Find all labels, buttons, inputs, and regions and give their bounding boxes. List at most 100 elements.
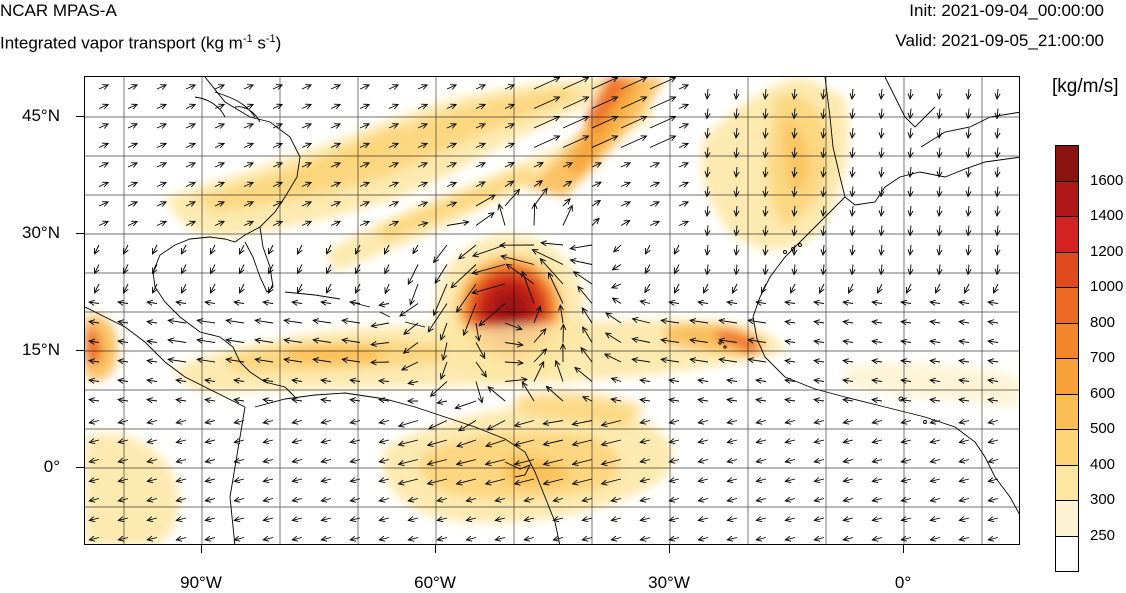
vector-arrow	[167, 357, 187, 364]
vector-arrow	[123, 244, 129, 255]
vector-arrow	[604, 332, 622, 343]
vector-arrow	[813, 319, 825, 326]
vector-arrow	[291, 457, 303, 464]
vector-arrow	[620, 162, 632, 168]
vector-arrow	[936, 108, 943, 120]
vector-arrow	[733, 244, 740, 256]
vector-arrow	[175, 496, 187, 503]
vector-arrow	[355, 283, 361, 294]
vector-arrow	[156, 181, 168, 188]
vector-arrow	[359, 220, 371, 227]
vector-arrow	[581, 396, 593, 402]
vector-arrow	[813, 358, 825, 365]
vector-arrow	[929, 319, 941, 326]
vector-arrow	[668, 438, 680, 445]
vector-arrow	[475, 212, 495, 226]
vector-arrow	[378, 418, 390, 425]
vector-arrow	[330, 162, 342, 168]
vector-arrow	[994, 108, 1001, 120]
vector-arrow	[791, 205, 798, 217]
vector-arrow	[523, 535, 535, 542]
colorbar-swatch	[1055, 180, 1079, 217]
vector-arrow	[243, 84, 255, 90]
vector-arrow	[370, 322, 390, 329]
vector-arrow	[254, 318, 274, 325]
vector-arrow	[88, 496, 100, 503]
vector-arrow	[936, 166, 943, 178]
vector-arrow	[733, 166, 740, 178]
vector-arrow	[907, 225, 914, 237]
vector-arrow	[446, 181, 458, 188]
vector-arrow	[494, 496, 506, 503]
vector-arrow	[417, 103, 429, 110]
vector-arrow	[936, 88, 943, 100]
vector-arrow	[545, 385, 564, 402]
vector-arrow	[384, 244, 390, 255]
vector-arrow	[446, 142, 458, 149]
vector-arrow	[849, 147, 856, 159]
vector-arrow	[146, 377, 158, 384]
vector-arrow	[639, 516, 651, 523]
vector-arrow	[475, 361, 487, 378]
vector-arrow	[156, 220, 168, 227]
vector-arrow	[542, 439, 564, 447]
vector-arrow	[552, 516, 564, 523]
vector-arrow	[388, 123, 400, 129]
vector-arrow	[156, 162, 168, 168]
vector-arrow	[958, 397, 970, 404]
vector-arrow	[475, 123, 487, 129]
vector-arrow	[755, 535, 767, 542]
vector-arrow	[117, 299, 129, 306]
vector-arrow	[813, 338, 825, 345]
vector-arrow	[791, 225, 798, 237]
vector-arrow	[370, 341, 390, 348]
colorbar-label: 600	[1090, 384, 1116, 402]
vector-arrow	[813, 397, 825, 404]
vector-arrow	[562, 198, 571, 207]
vector-arrow	[417, 181, 429, 188]
colorbar-swatch	[1055, 358, 1079, 395]
vector-arrow	[733, 205, 740, 217]
vector-arrow	[842, 319, 854, 326]
vector-arrow	[233, 438, 245, 445]
vector-arrow	[471, 264, 506, 275]
vector-arrow	[668, 477, 680, 484]
vector-arrow	[987, 516, 999, 523]
vector-arrow	[639, 477, 651, 484]
vector-arrow	[397, 459, 419, 467]
vector-arrow	[791, 264, 798, 276]
vector-arrow	[562, 135, 590, 148]
vector-arrow	[378, 535, 390, 542]
lon-tick-0	[903, 545, 904, 553]
vector-arrow	[644, 283, 651, 294]
vector-arrow	[341, 357, 361, 364]
vector-arrow	[591, 162, 603, 168]
vector-arrow	[704, 127, 711, 139]
vector-arrow	[204, 477, 216, 484]
vector-arrow	[320, 438, 332, 445]
vector-arrow	[704, 205, 711, 217]
vector-arrow	[146, 477, 158, 484]
vector-arrow	[146, 358, 158, 365]
vector-arrow	[196, 357, 216, 364]
vector-arrow	[929, 299, 941, 306]
vector-arrow	[262, 496, 274, 503]
vector-arrow	[755, 397, 767, 404]
vector-arrow	[660, 318, 680, 325]
vector-arrow	[842, 438, 854, 445]
ivt-vectors	[88, 77, 1001, 542]
vector-arrow	[475, 342, 486, 360]
vector-arrow	[704, 244, 711, 256]
vector-arrow	[127, 84, 139, 90]
vector-arrow	[791, 186, 798, 198]
vector-arrow	[878, 127, 885, 139]
vector-arrow	[649, 135, 677, 148]
colorbar-swatch	[1055, 322, 1079, 359]
vector-arrow	[349, 397, 361, 404]
vector-arrow	[649, 220, 661, 227]
vector-arrow	[571, 459, 593, 467]
vector-arrow	[600, 420, 622, 428]
vector-arrow	[185, 103, 197, 110]
vector-arrow	[533, 135, 561, 148]
vector-arrow	[732, 283, 738, 294]
